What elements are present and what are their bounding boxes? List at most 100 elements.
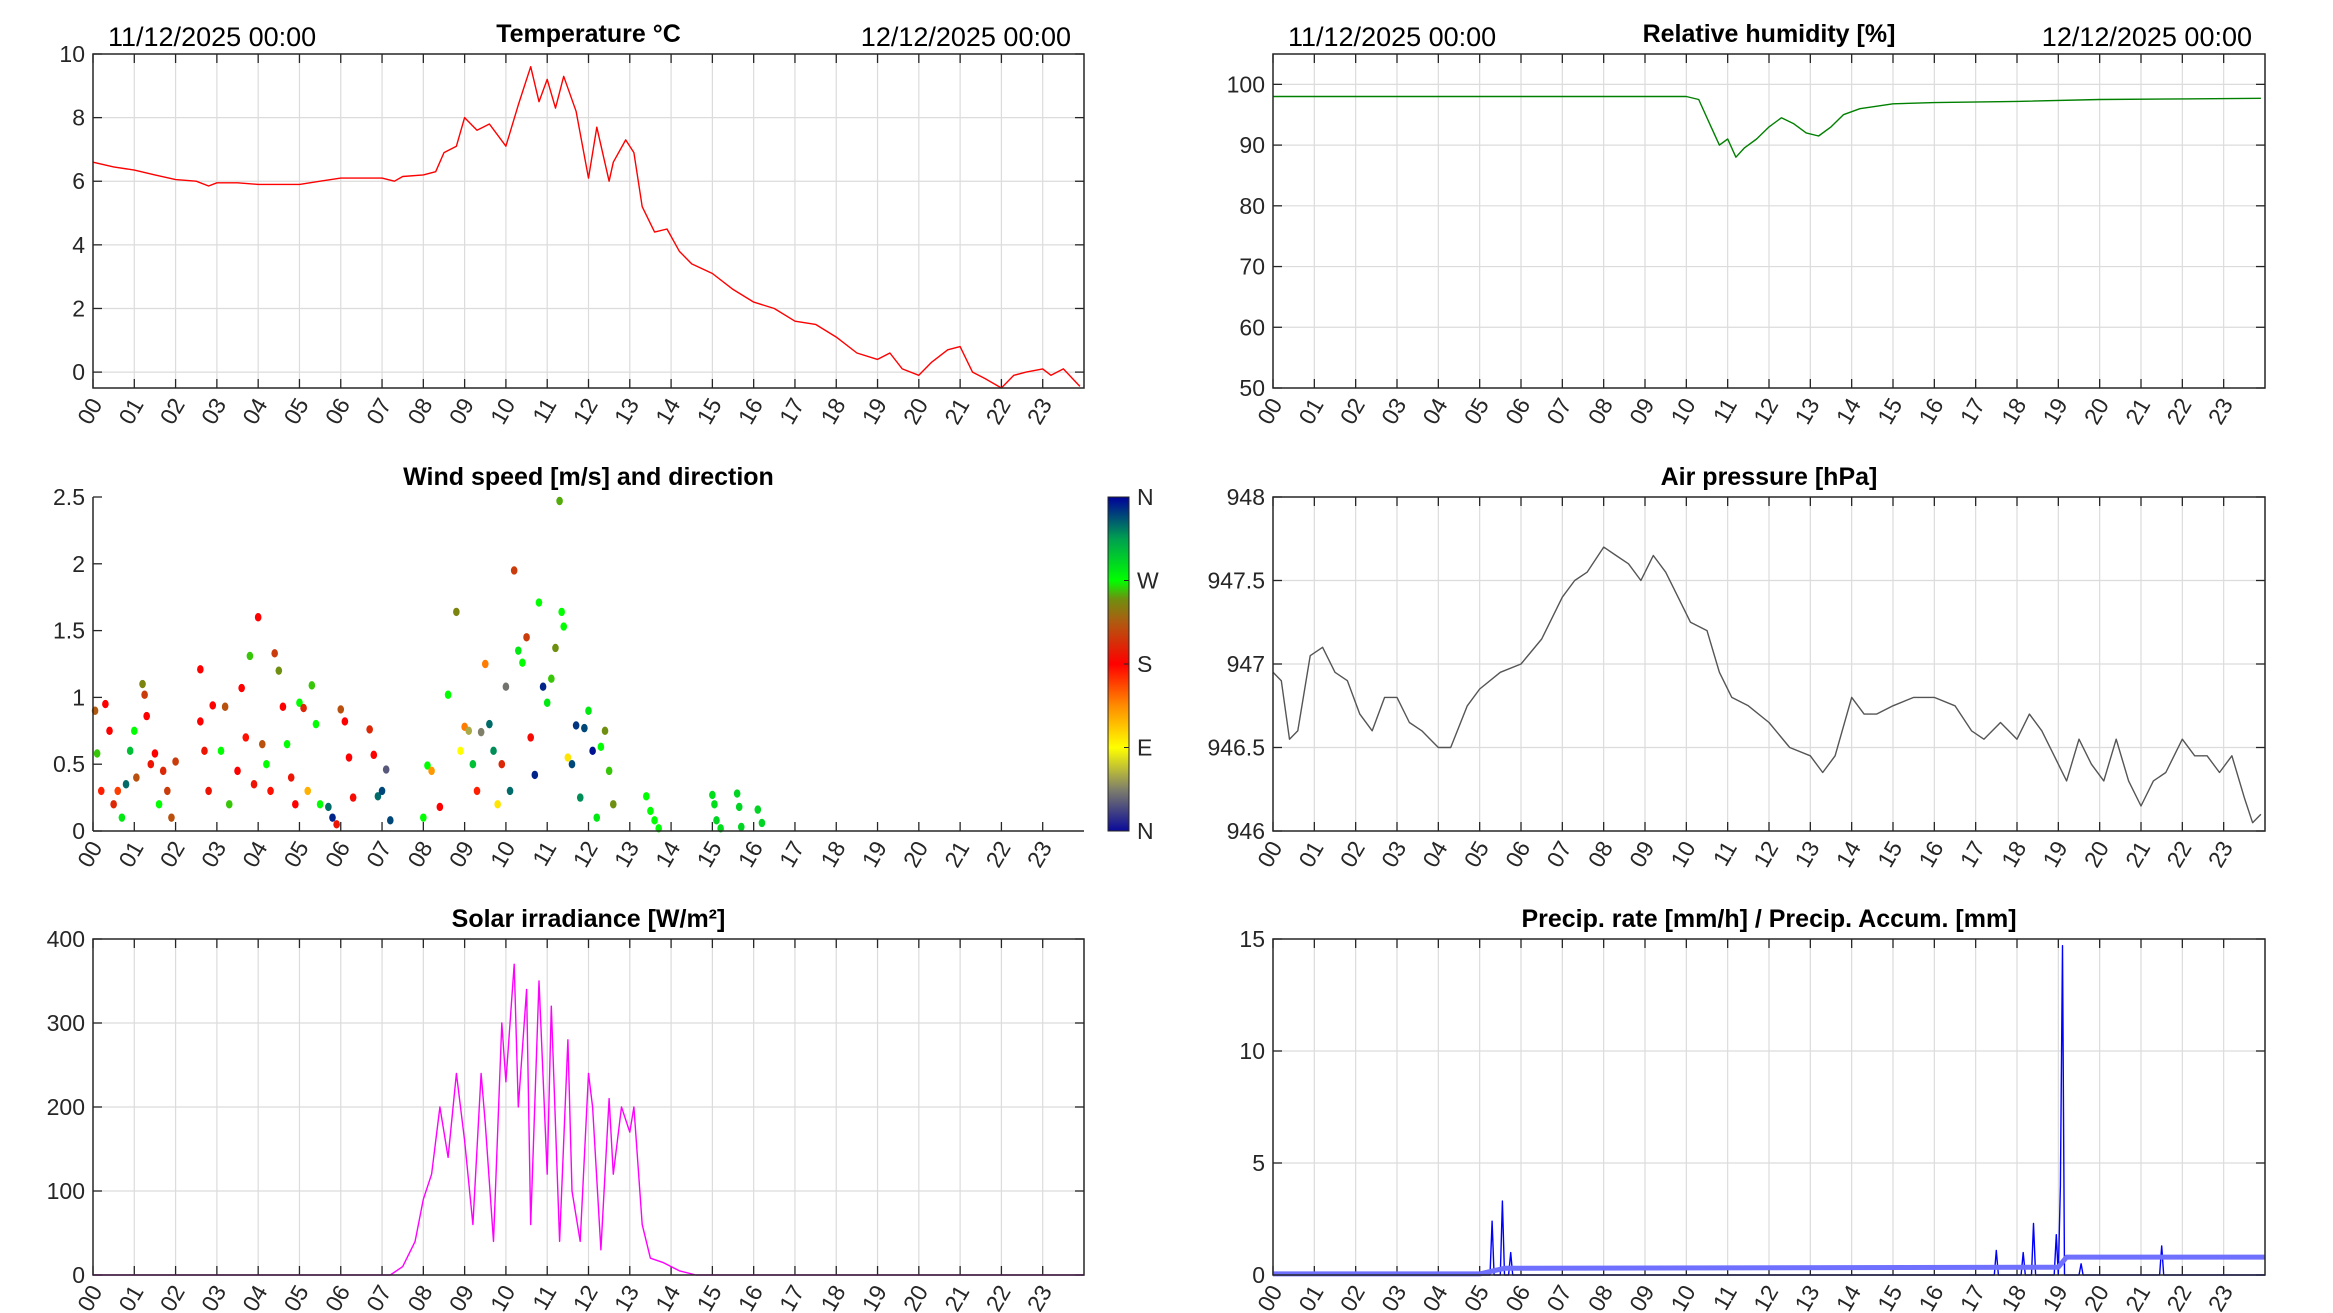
x-tick-label: 12: [568, 837, 603, 872]
wind-point: [548, 674, 555, 683]
x-tick-label: 13: [1789, 394, 1824, 429]
x-tick-label: 23: [2203, 1281, 2238, 1313]
wind-point: [133, 773, 140, 782]
chart-solar: 00 01 02 03 04 05 06 07 08 09 10 11 12 13 14 15 16 17 18 19…: [47, 905, 1085, 1313]
wind-point: [502, 682, 510, 691]
wind-point: [486, 719, 493, 729]
wind-point: [159, 766, 167, 776]
wind-point: [709, 790, 716, 800]
wind-point: [164, 786, 171, 796]
wind-point: [713, 816, 720, 825]
wind-point: [572, 721, 580, 730]
x-tick-label: 22: [980, 394, 1015, 429]
x-tick-label: 18: [815, 394, 850, 429]
axes-box: [92, 53, 1085, 389]
wind-point: [345, 753, 353, 762]
x-tick-label: 18: [815, 1281, 850, 1313]
x-tick-label: 11: [527, 837, 561, 871]
x-tick-label: 10: [1665, 1281, 1700, 1313]
wind-point: [494, 800, 501, 809]
wind-point: [651, 816, 658, 825]
x-tick-label: 21: [2120, 837, 2155, 872]
wind-point: [316, 800, 324, 809]
x-tick-label: 01: [1293, 1281, 1328, 1313]
x-tick-label: 19: [857, 837, 892, 872]
x-tick-label: 11: [527, 394, 561, 428]
wind-point: [754, 805, 762, 814]
wind-point: [515, 646, 522, 655]
y-tick-label: 0: [72, 818, 85, 844]
series-precip-accumulation: [1273, 1254, 2265, 1277]
wind-point: [758, 818, 766, 828]
x-tick-label: 16: [733, 394, 768, 429]
x-tick-label: 21: [939, 1281, 974, 1313]
x-tick-label: 08: [1583, 394, 1618, 429]
y-tick-label: 200: [47, 1094, 85, 1120]
x-tick-label: 13: [609, 837, 644, 872]
wind-point: [481, 659, 489, 669]
x-tick-label: 18: [1996, 394, 2031, 429]
x-tick-label: 23: [2203, 394, 2238, 429]
x-tick-label: 15: [691, 837, 726, 872]
axes-box: [1272, 496, 2266, 832]
wind-point: [225, 800, 233, 809]
wind-point: [506, 786, 514, 796]
wind-point: [576, 793, 584, 802]
series-temperature: [92, 65, 1081, 389]
wind-point: [122, 780, 130, 789]
x-tick-label: 12: [1748, 1281, 1783, 1313]
wind-point: [523, 633, 530, 642]
wind-point: [325, 802, 332, 812]
wind-point: [490, 746, 497, 756]
x-tick-label: 04: [237, 1280, 272, 1313]
x-tick-label: 13: [1789, 837, 1824, 872]
wind-point: [304, 786, 312, 796]
x-tick-label: 19: [2037, 394, 2072, 429]
wind-point: [597, 742, 605, 752]
wind-point: [366, 725, 373, 734]
x-tick-label: 09: [444, 837, 479, 872]
y-tick-label: 70: [1239, 254, 1265, 280]
x-tick-label: 19: [2037, 1281, 2072, 1313]
wind-point: [510, 566, 518, 575]
wind-point: [387, 816, 394, 825]
x-tick-label: 11: [1708, 1281, 1742, 1313]
colorbar-label-n: N: [1137, 484, 1154, 510]
y-tick-label: 2.5: [53, 484, 85, 510]
wind-point: [349, 793, 357, 802]
y-tick-label: 100: [47, 1178, 85, 1204]
x-tick-label: 13: [609, 1281, 644, 1313]
y-tick-label: 300: [47, 1010, 85, 1036]
x-tick-label: 10: [485, 837, 520, 872]
wind-point: [568, 760, 576, 769]
x-tick-label: 02: [1335, 394, 1370, 429]
wind-point: [477, 727, 485, 737]
x-tick-label: 04: [1417, 1280, 1452, 1313]
wind-point: [93, 749, 101, 758]
x-tick-label: 06: [1500, 394, 1535, 429]
x-tick-label: 11: [527, 1281, 561, 1313]
wind-point: [114, 786, 122, 796]
x-tick-label: 15: [1872, 394, 1907, 429]
y-tick-label: 10: [1239, 1038, 1265, 1064]
x-tick-label: 16: [1913, 837, 1948, 872]
x-tick-label: 12: [568, 394, 603, 429]
chart-title: Air pressure [hPa]: [1661, 463, 1878, 491]
wind-point: [143, 711, 150, 721]
wind-point: [118, 813, 126, 822]
y-tick-label: 8: [72, 105, 85, 131]
wind-point: [234, 766, 241, 776]
x-tick-label: 02: [155, 1281, 190, 1313]
x-tick-label: 05: [278, 1281, 313, 1313]
y-tick-label: 2: [72, 295, 85, 321]
end-date-label: 12/12/2025 00:00: [861, 22, 1071, 52]
wind-point: [221, 702, 229, 711]
x-tick-label: 11: [1708, 394, 1742, 428]
wind-point: [424, 761, 431, 770]
x-tick-label: 06: [320, 394, 355, 429]
wind-point: [469, 760, 477, 769]
x-tick-label: 13: [1789, 1281, 1824, 1313]
wind-point: [106, 726, 113, 735]
chart-title: Solar irradiance [W/m²]: [452, 905, 726, 933]
wind-point: [531, 770, 539, 780]
